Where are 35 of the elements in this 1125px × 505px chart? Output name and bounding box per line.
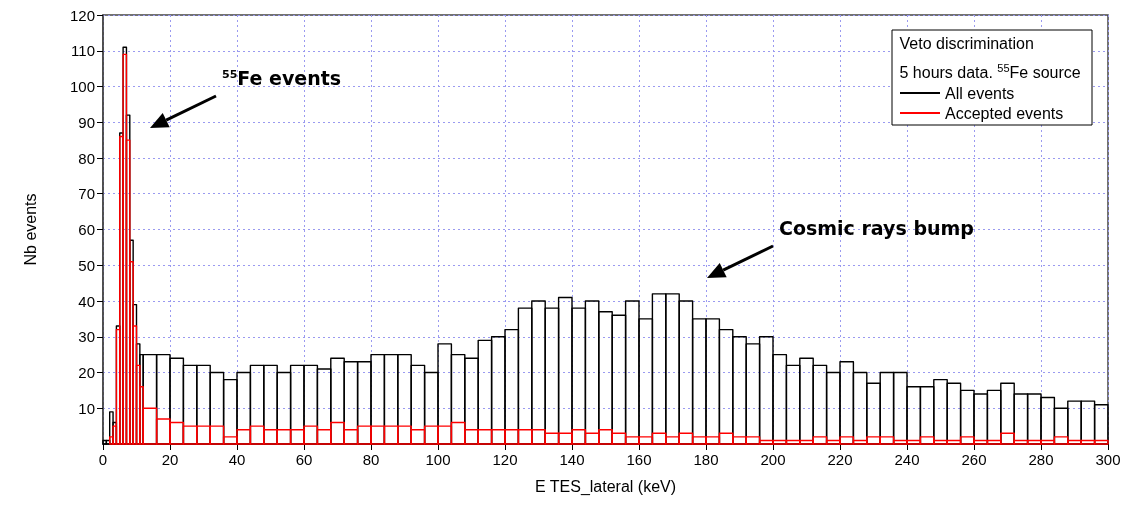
x-tick-label: 180 bbox=[693, 451, 719, 468]
x-axis-title: E TES_lateral (keV) bbox=[534, 477, 677, 496]
x-tick-label: 40 bbox=[228, 451, 246, 468]
x-tick-label: 260 bbox=[961, 451, 987, 468]
y-tick-label: 50 bbox=[78, 256, 95, 274]
y-tick-label: 20 bbox=[78, 364, 95, 381]
annotation: $^{55}$Fe events bbox=[222, 67, 342, 89]
x-tick-label: 100 bbox=[425, 451, 451, 468]
x-tick-label: 20 bbox=[161, 451, 179, 468]
y-tick-label: 10 bbox=[78, 399, 95, 417]
x-tick-label: 300 bbox=[1095, 451, 1121, 468]
x-tick-label: 160 bbox=[626, 451, 652, 468]
y-tick-label: 30 bbox=[78, 328, 95, 346]
y-tick-label: 100 bbox=[69, 78, 95, 95]
y-tick-label: 110 bbox=[71, 42, 95, 60]
x-tick-label: 80 bbox=[362, 451, 380, 468]
x-tick-label: 240 bbox=[894, 451, 920, 468]
x-tick-label: 220 bbox=[827, 451, 853, 468]
x-tick-label: 120 bbox=[492, 451, 518, 468]
y-tick-label: 60 bbox=[78, 221, 95, 238]
legend-title: Veto discrimination 5 hours data. $^{55}$Fe source bbox=[899, 33, 1081, 83]
legend-label: All events bbox=[945, 84, 1015, 102]
x-tick-label: 0 bbox=[98, 451, 108, 468]
x-tick-label: 60 bbox=[295, 451, 313, 468]
y-tick-label: 70 bbox=[78, 185, 95, 203]
legend-label: Accepted events bbox=[945, 104, 1064, 122]
y-axis-title: Nb events bbox=[21, 193, 39, 266]
y-tick-label: 90 bbox=[78, 113, 95, 131]
x-tick-label: 200 bbox=[760, 451, 786, 468]
x-tick-label: 140 bbox=[559, 451, 585, 468]
annotation: Cosmic rays bump bbox=[779, 217, 974, 239]
y-tick-label: 80 bbox=[78, 149, 95, 167]
x-tick-label: 280 bbox=[1028, 451, 1054, 468]
y-tick-label: 120 bbox=[69, 6, 95, 24]
y-tick-label: 40 bbox=[78, 292, 95, 310]
